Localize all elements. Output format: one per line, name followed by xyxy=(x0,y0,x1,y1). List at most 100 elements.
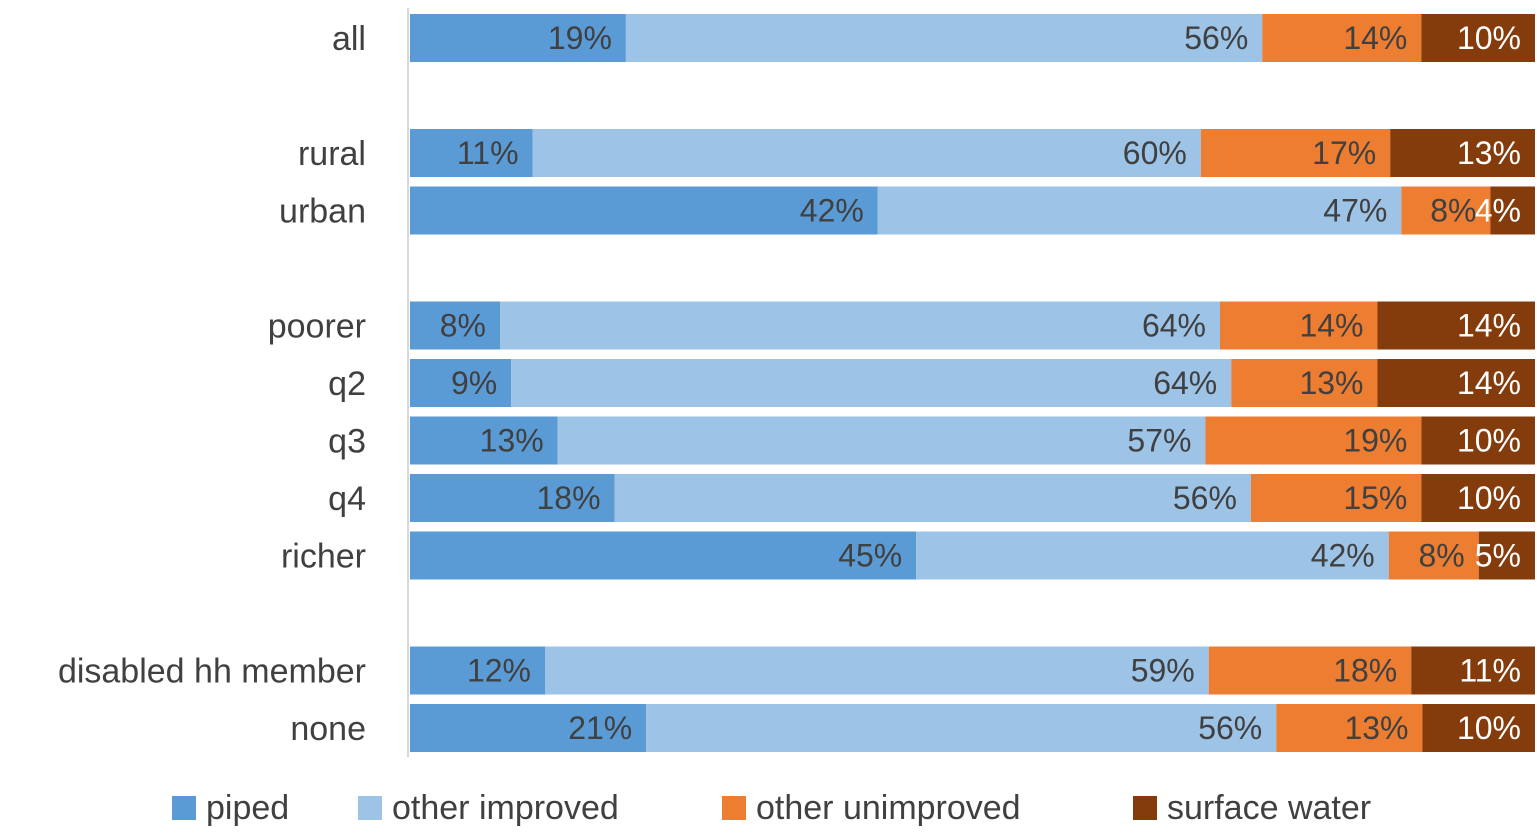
data-label: 13% xyxy=(1344,710,1408,746)
data-label: 19% xyxy=(548,20,612,56)
data-label: 42% xyxy=(800,193,864,229)
bar-segment-other-improved xyxy=(557,416,1206,465)
bar-segment-other-unimproved xyxy=(1401,186,1491,235)
data-label: 14% xyxy=(1457,308,1521,344)
data-label: 11% xyxy=(457,135,519,171)
legend-swatch xyxy=(358,796,382,820)
bar-segment-surface-water xyxy=(1421,474,1535,522)
category-label: q4 xyxy=(328,480,366,518)
bar-segment-piped xyxy=(410,14,626,62)
data-label: 5% xyxy=(1475,538,1521,574)
bar-segment-other-improved xyxy=(500,301,1220,350)
bar-segment-piped xyxy=(410,129,533,177)
category-label: urban xyxy=(279,193,366,231)
category-label: rural xyxy=(298,135,366,173)
category-labels-group: all rural urban poorer q2 q3 q4 richer disabled … xyxy=(58,20,366,748)
legend-swatch xyxy=(172,796,196,820)
category-label: none xyxy=(290,710,366,748)
bar-segment-piped xyxy=(410,301,500,350)
legend-label: piped xyxy=(206,789,289,827)
bar-segment-other-unimproved xyxy=(1262,14,1422,62)
data-label: 18% xyxy=(536,480,600,516)
bar-segment-piped xyxy=(410,531,917,580)
bar-segment-other-unimproved xyxy=(1220,301,1378,350)
data-label: 56% xyxy=(1198,710,1262,746)
bar-segment-other-unimproved xyxy=(1231,359,1378,407)
bars-group: 19% 56% 14% 10%11% 60% 17% 13%42% 47% 8%4%8% 64% 1… xyxy=(410,14,1535,752)
data-label: 17% xyxy=(1312,135,1376,171)
data-label: 47% xyxy=(1323,193,1387,229)
data-label: 13% xyxy=(480,423,544,459)
bar-segment-piped xyxy=(410,359,512,407)
data-label: 45% xyxy=(838,538,902,574)
data-label: 10% xyxy=(1457,480,1521,516)
bar-segment-other-improved xyxy=(916,531,1389,580)
bar-segment-other-improved xyxy=(545,646,1209,695)
bar-segment-piped xyxy=(410,186,878,235)
category-label: disabled hh member xyxy=(58,653,366,691)
data-label: 64% xyxy=(1153,365,1217,401)
data-label: 14% xyxy=(1343,20,1407,56)
data-label: 13% xyxy=(1299,365,1363,401)
data-label: 19% xyxy=(1343,423,1407,459)
data-label: 56% xyxy=(1173,480,1237,516)
data-label: 60% xyxy=(1123,135,1187,171)
data-label: 13% xyxy=(1457,135,1521,171)
category-label: q3 xyxy=(328,423,366,461)
data-label: 42% xyxy=(1311,538,1375,574)
bar-segment-piped xyxy=(410,474,615,522)
legend-swatch xyxy=(722,796,746,820)
data-label: 14% xyxy=(1457,365,1521,401)
bar-segment-other-unimproved xyxy=(1388,531,1479,580)
bar-segment-other-improved xyxy=(646,704,1277,752)
bar-segment-other-improved xyxy=(877,186,1402,235)
bar-segment-surface-water xyxy=(1377,301,1535,350)
category-label: all xyxy=(332,20,366,58)
category-label: q2 xyxy=(328,365,366,403)
legend-label: other unimproved xyxy=(756,789,1021,827)
data-label: 10% xyxy=(1457,20,1521,56)
data-label: 64% xyxy=(1142,308,1206,344)
category-label: poorer xyxy=(268,308,366,346)
data-label: 12% xyxy=(467,653,531,689)
bar-segment-surface-water xyxy=(1411,646,1535,695)
bar-segment-other-improved xyxy=(511,359,1232,407)
bar-segment-surface-water xyxy=(1421,14,1535,62)
legend: piped other improved other unimproved surfa… xyxy=(172,789,1371,827)
bar-segment-other-unimproved xyxy=(1205,416,1422,465)
data-label: 18% xyxy=(1333,653,1397,689)
data-label: 8% xyxy=(1419,538,1465,574)
bar-segment-other-unimproved xyxy=(1250,474,1422,522)
data-label: 10% xyxy=(1457,710,1521,746)
data-label: 57% xyxy=(1127,423,1191,459)
data-label: 9% xyxy=(451,365,497,401)
bar-segment-piped xyxy=(410,704,647,752)
legend-label: surface water xyxy=(1167,789,1371,827)
bar-segment-other-unimproved xyxy=(1276,704,1423,752)
data-label: 56% xyxy=(1184,20,1248,56)
data-label: 8% xyxy=(440,308,486,344)
bar-segment-surface-water xyxy=(1490,186,1535,235)
data-label: 11% xyxy=(1459,653,1521,689)
legend-label: other improved xyxy=(392,789,619,827)
data-label: 59% xyxy=(1131,653,1195,689)
data-label: 10% xyxy=(1457,423,1521,459)
legend-swatch xyxy=(1133,796,1157,820)
bar-segment-surface-water xyxy=(1421,416,1535,465)
bar-segment-piped xyxy=(410,646,545,695)
bar-segment-other-improved xyxy=(614,474,1251,522)
data-label: 15% xyxy=(1343,480,1407,516)
category-label: richer xyxy=(281,538,366,576)
bar-segment-other-improved xyxy=(625,14,1263,62)
data-label: 8% xyxy=(1430,193,1476,229)
data-label: 4% xyxy=(1475,193,1521,229)
bar-segment-other-unimproved xyxy=(1200,129,1391,177)
bar-segment-surface-water xyxy=(1377,359,1535,407)
bar-segment-surface-water xyxy=(1390,129,1535,177)
bar-segment-other-unimproved xyxy=(1208,646,1412,695)
bar-segment-surface-water xyxy=(1478,531,1535,580)
bar-segment-surface-water xyxy=(1422,704,1535,752)
bar-segment-other-improved xyxy=(532,129,1201,177)
data-label: 14% xyxy=(1299,308,1363,344)
